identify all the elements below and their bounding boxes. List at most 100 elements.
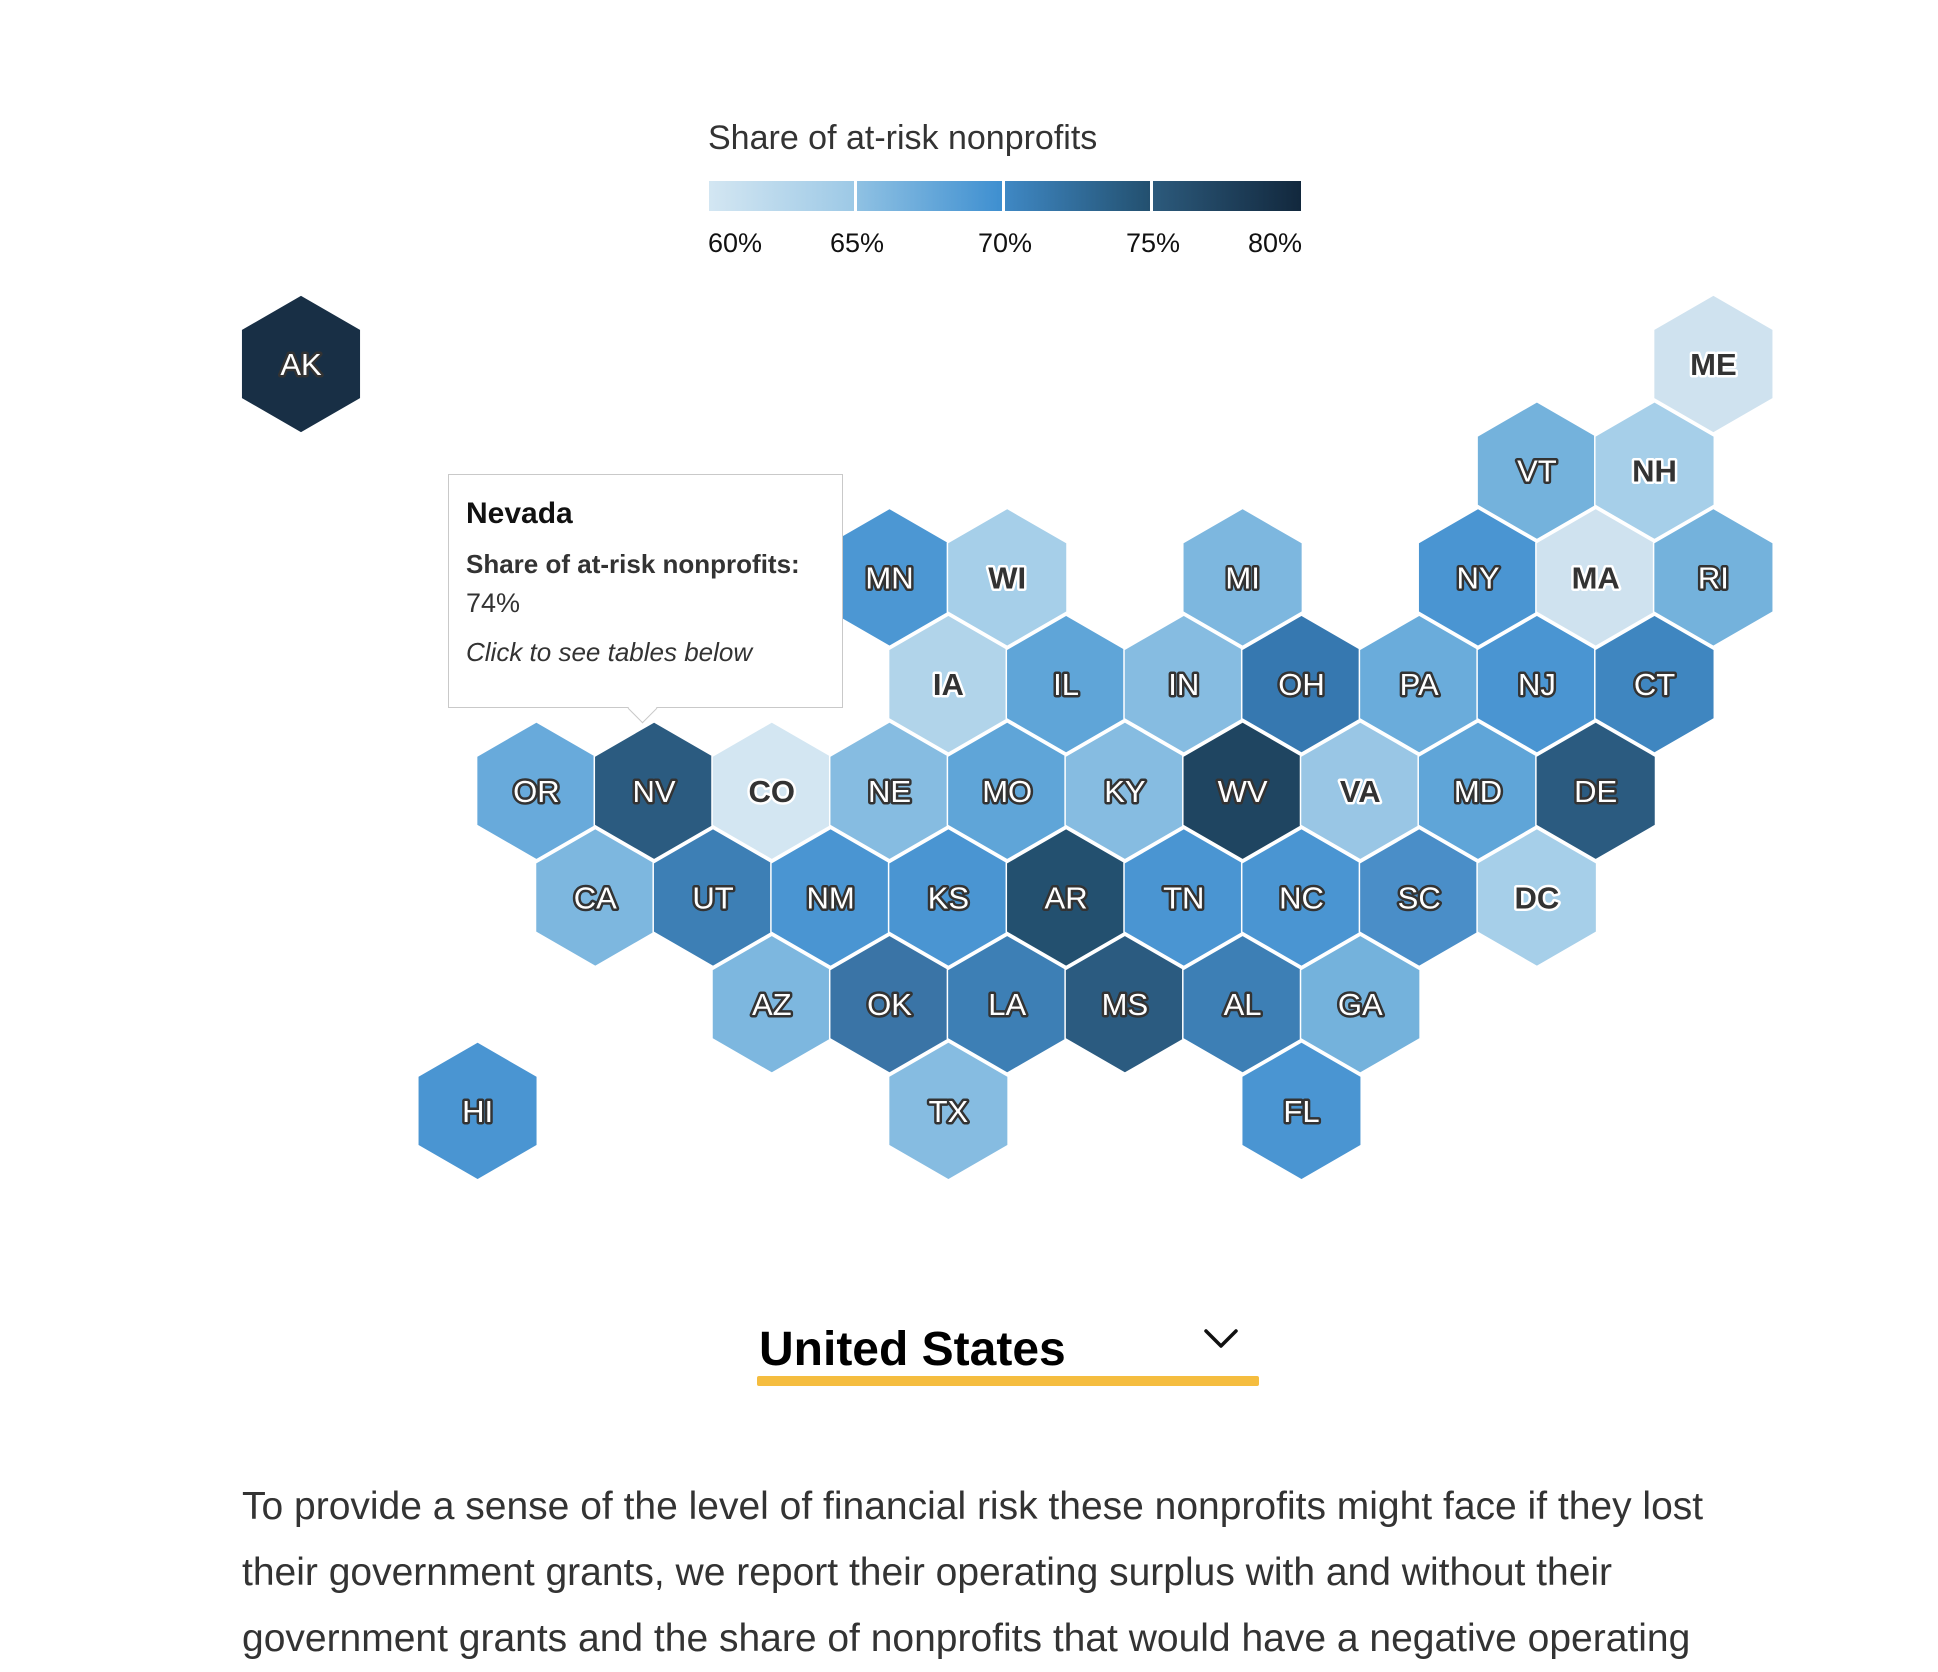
state-hex-label: MI: [1225, 560, 1259, 595]
legend-tick: 75%: [1126, 228, 1180, 258]
state-hex-ut[interactable]: UT: [652, 827, 774, 968]
legend-tick: 60%: [708, 228, 762, 258]
state-hex-shape[interactable]: [1240, 1041, 1362, 1181]
state-hex-ms[interactable]: MS: [1064, 934, 1186, 1075]
state-hex-label: VA: [1340, 774, 1381, 809]
state-hex-ct[interactable]: CT: [1594, 614, 1716, 754]
legend-tick: 65%: [830, 228, 884, 258]
state-hex-shape[interactable]: [1652, 507, 1774, 648]
state-hex-label: DC: [1515, 881, 1560, 916]
state-hex-de[interactable]: DE: [1535, 720, 1657, 861]
state-hex-label: WV: [1218, 774, 1268, 809]
state-hex-ok[interactable]: OK: [828, 934, 951, 1075]
state-hex-label: AR: [1045, 881, 1088, 916]
state-hex-az[interactable]: AZ: [711, 934, 833, 1075]
state-hex-ma[interactable]: MA: [1535, 507, 1657, 648]
state-hex-label: GA: [1338, 987, 1383, 1022]
state-hex-ar[interactable]: AR: [1005, 827, 1127, 968]
state-hex-wi[interactable]: WI: [946, 507, 1068, 648]
state-hex-dc[interactable]: DC: [1476, 827, 1598, 968]
state-hex-shape[interactable]: [240, 294, 362, 434]
state-hex-shape[interactable]: [946, 507, 1068, 648]
state-hex-shape[interactable]: [1594, 400, 1716, 541]
legend-segment: [709, 181, 854, 211]
state-hex-shape[interactable]: [887, 1041, 1009, 1181]
state-hex-label: OH: [1278, 667, 1325, 702]
state-hex-label: DE: [1574, 774, 1617, 809]
state-hex-tx[interactable]: TX: [887, 1041, 1009, 1181]
state-hex-md[interactable]: MD: [1417, 720, 1539, 861]
state-hex-ny[interactable]: NY: [1417, 507, 1539, 648]
state-hex-label: RI: [1698, 560, 1729, 595]
state-hex-nm[interactable]: NM: [770, 827, 892, 968]
state-hex-label: AK: [280, 347, 322, 382]
state-hex-il[interactable]: IL: [1005, 614, 1127, 754]
state-hex-or[interactable]: OR: [475, 720, 597, 861]
state-hex-shape[interactable]: [1652, 294, 1774, 434]
legend-title: Share of at-risk nonprofits: [708, 119, 1097, 157]
state-hex-label: CT: [1634, 667, 1675, 702]
state-hex-label: AZ: [752, 987, 792, 1022]
state-hex-label: IN: [1168, 667, 1199, 702]
state-hex-label: UT: [692, 881, 733, 916]
state-hex-ca[interactable]: CA: [534, 827, 656, 968]
state-hex-label: TN: [1163, 881, 1204, 916]
state-hex-ri[interactable]: RI: [1652, 507, 1774, 648]
state-hex-label: MN: [865, 560, 913, 595]
state-hex-label: TX: [929, 1094, 969, 1129]
body-paragraph: To provide a sense of the level of finan…: [242, 1485, 1704, 1660]
state-hex-label: SC: [1398, 881, 1441, 916]
state-hex-co[interactable]: CO: [711, 720, 833, 861]
state-hex-ak[interactable]: AK: [240, 294, 362, 434]
tooltip-metric-label: Share of at-risk nonprofits:: [466, 549, 800, 579]
state-hex-label: ME: [1690, 347, 1737, 382]
state-hex-wv[interactable]: WV: [1182, 720, 1304, 861]
state-hex-vt[interactable]: VT: [1476, 400, 1598, 541]
state-hex-sc[interactable]: SC: [1358, 827, 1480, 968]
state-hex-nh[interactable]: NH: [1594, 400, 1716, 541]
state-hex-label: VT: [1517, 454, 1557, 489]
state-hex-label: PA: [1400, 667, 1439, 702]
legend-tick: 70%: [978, 228, 1032, 258]
state-hex-la[interactable]: LA: [946, 934, 1068, 1075]
state-hex-label: NC: [1279, 881, 1324, 916]
state-hex-va[interactable]: VA: [1299, 720, 1421, 861]
state-hex-hi[interactable]: HI: [417, 1041, 539, 1181]
state-hex-label: OR: [513, 774, 560, 809]
state-hex-shape[interactable]: [1535, 720, 1657, 861]
state-hex-ia[interactable]: IA: [887, 614, 1009, 754]
state-hex-nv[interactable]: NV: [593, 720, 715, 861]
state-hex-fl[interactable]: FL: [1240, 1041, 1362, 1181]
tooltip-state-name: Nevada: [466, 497, 573, 530]
state-hex-shape[interactable]: [1182, 507, 1304, 648]
state-hex-label: NJ: [1518, 667, 1556, 702]
state-hex-label: MA: [1572, 560, 1620, 595]
state-hex-pa[interactable]: PA: [1358, 614, 1480, 754]
state-hex-label: IA: [933, 667, 964, 702]
legend-segment: [1005, 181, 1150, 211]
state-hex-in[interactable]: IN: [1123, 614, 1245, 754]
state-hex-shape[interactable]: [1476, 827, 1598, 968]
state-hex-label: LA: [988, 987, 1026, 1022]
state-hex-shape[interactable]: [1594, 614, 1716, 754]
state-hex-mi[interactable]: MI: [1182, 507, 1304, 648]
state-hex-label: IL: [1053, 667, 1079, 702]
state-hex-shape[interactable]: [1299, 934, 1421, 1075]
state-hex-ga[interactable]: GA: [1299, 934, 1421, 1075]
state-hex-nj[interactable]: NJ: [1476, 614, 1598, 754]
state-hex-tn[interactable]: TN: [1123, 827, 1245, 968]
state-hex-label: MS: [1102, 987, 1149, 1022]
state-hex-label: CA: [574, 881, 617, 916]
state-hex-shape[interactable]: [417, 1041, 539, 1181]
geography-dropdown[interactable]: United States: [757, 1314, 1259, 1386]
dropdown-underline: [757, 1376, 1259, 1386]
geography-dropdown-value: United States: [759, 1323, 1066, 1376]
state-hex-nc[interactable]: NC: [1240, 827, 1362, 968]
state-hex-me[interactable]: ME: [1652, 294, 1774, 434]
state-hex-label: NY: [1456, 560, 1499, 595]
state-hex-ks[interactable]: KS: [887, 827, 1009, 968]
state-hex-label: KY: [1104, 774, 1145, 809]
state-hex-label: KS: [928, 881, 969, 916]
state-hex-label: WI: [988, 560, 1026, 595]
state-hex-oh[interactable]: OH: [1240, 614, 1362, 754]
